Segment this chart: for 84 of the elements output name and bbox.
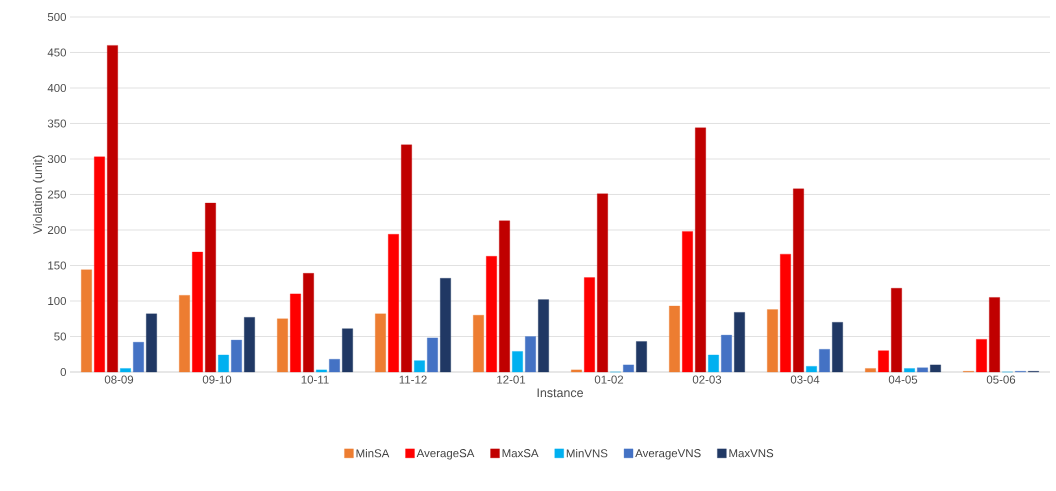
x-axis-title: Instance <box>537 388 583 398</box>
bar <box>512 351 523 373</box>
bar <box>832 322 843 373</box>
y-tick-label: 400 <box>47 83 67 93</box>
bar <box>538 299 549 373</box>
bar <box>440 278 451 373</box>
bar <box>120 368 131 373</box>
bar <box>290 293 301 373</box>
bar <box>342 328 353 373</box>
x-tick-label: 09-10 <box>202 375 232 384</box>
bar <box>414 360 425 373</box>
y-tick-label: 50 <box>54 332 67 341</box>
bar <box>721 334 732 373</box>
y-tick-label: 200 <box>47 225 67 235</box>
bar <box>205 202 216 373</box>
y-tick-label: 150 <box>48 261 67 270</box>
legend-label: MaxVNS <box>729 449 774 458</box>
bar <box>917 367 928 373</box>
bar <box>192 251 203 373</box>
x-tick-label: 05-06 <box>986 375 1016 384</box>
bar <box>682 231 693 373</box>
bar <box>329 359 340 373</box>
bar <box>708 354 719 373</box>
y-tick-label: 100 <box>48 296 67 306</box>
x-tick-label: 11-12 <box>399 375 427 384</box>
bar <box>133 342 144 373</box>
legend-label: MinSA <box>356 448 390 458</box>
bar <box>865 368 876 373</box>
y-tick-label: 350 <box>47 119 67 128</box>
bar <box>244 317 255 373</box>
bar <box>473 315 484 373</box>
bar <box>989 297 1000 373</box>
bar <box>375 313 386 373</box>
bar <box>81 269 92 373</box>
x-tick-label: 12-01 <box>497 375 526 384</box>
bar <box>819 349 830 373</box>
bar <box>231 339 242 373</box>
x-tick-label: 10-11 <box>301 375 329 384</box>
y-tick-label: 500 <box>47 12 67 22</box>
bar <box>636 341 647 373</box>
y-tick-label: 0 <box>60 367 67 377</box>
bar <box>107 45 118 373</box>
bar <box>976 339 987 373</box>
legend-label: MaxSA <box>502 449 539 458</box>
y-axis-title: Violation (unit) <box>32 155 45 235</box>
legend-label: AverageSA <box>416 449 475 460</box>
bar <box>780 253 791 373</box>
bar <box>669 305 680 373</box>
bar <box>891 288 902 373</box>
bar <box>878 350 889 373</box>
bar <box>94 156 105 373</box>
bar <box>401 144 412 373</box>
bar <box>767 309 778 373</box>
bar <box>303 273 314 373</box>
bar <box>584 277 595 373</box>
bar <box>388 234 399 373</box>
legend-label: AverageVNS <box>635 449 701 460</box>
bar <box>930 364 941 373</box>
y-tick-label: 300 <box>47 154 67 164</box>
y-tick-label: 450 <box>47 48 67 57</box>
bar <box>316 369 327 373</box>
bar <box>427 337 438 373</box>
bar <box>571 369 582 373</box>
bar <box>734 312 745 373</box>
x-tick-label: 03-04 <box>790 375 820 384</box>
bar <box>525 336 536 373</box>
bar <box>793 188 804 373</box>
x-tick-label: 02-03 <box>692 375 722 384</box>
bar <box>904 368 915 373</box>
x-tick-label: 04-05 <box>888 375 918 384</box>
x-tick-label: 01-02 <box>594 375 624 384</box>
bar <box>146 313 157 373</box>
bar <box>179 295 190 373</box>
bar <box>499 220 510 373</box>
x-tick-label: 08-09 <box>104 375 134 384</box>
bar <box>597 193 608 373</box>
bar <box>695 127 706 373</box>
legend-label: MinVNS <box>566 448 608 458</box>
bar <box>277 318 288 373</box>
bar <box>218 354 229 373</box>
y-tick-label: 250 <box>47 190 67 199</box>
bar <box>623 364 634 373</box>
bar <box>806 366 817 373</box>
bar <box>486 256 497 373</box>
